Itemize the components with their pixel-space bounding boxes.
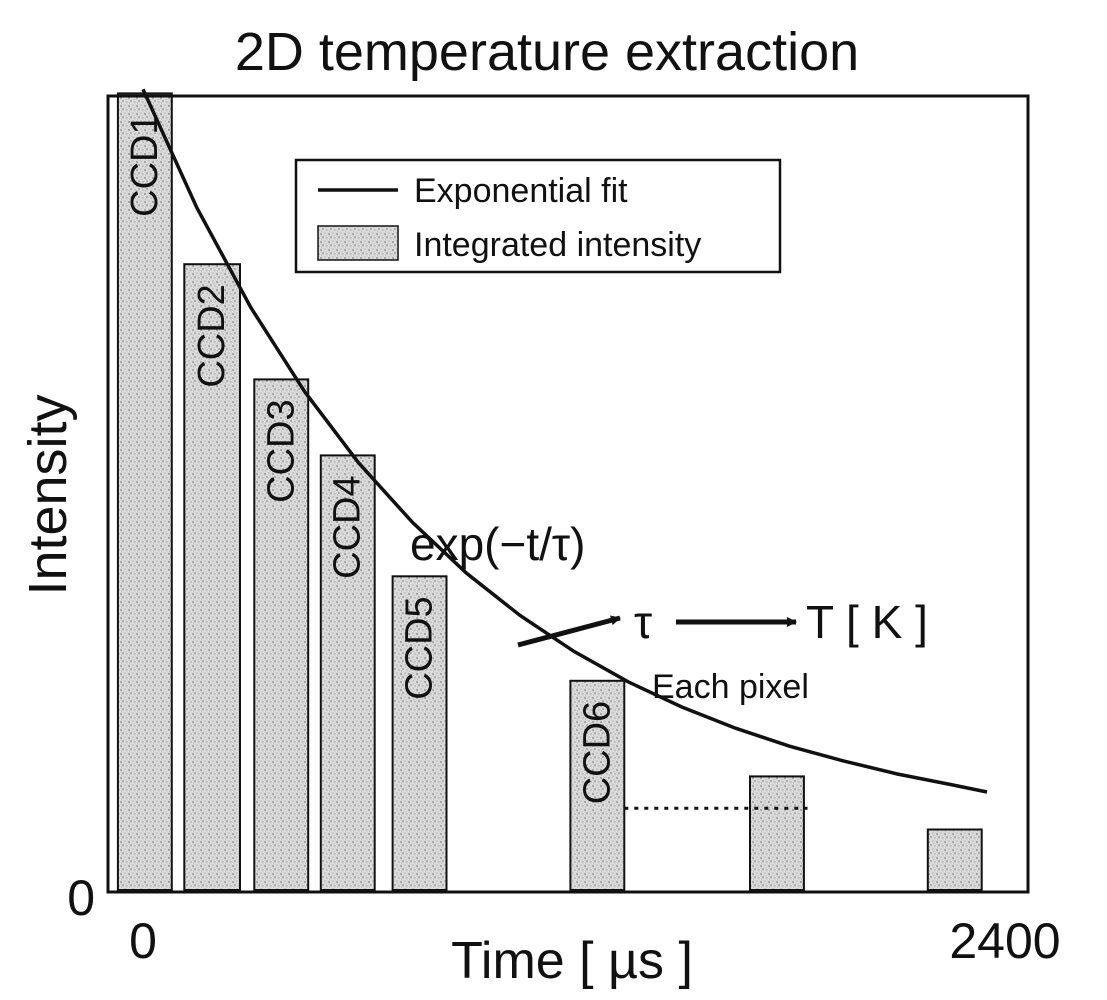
- formula-annotation: exp(−t/τ): [410, 518, 585, 570]
- bar-label-ccd4: CCD4: [327, 475, 369, 578]
- y-tick-label-0: 0: [67, 870, 95, 926]
- bar-ccd5: [391, 575, 448, 891]
- bar-unlabeled-2: [253, 378, 310, 891]
- each-pixel-label: Each pixel: [652, 668, 809, 706]
- bar-ccd6: [569, 679, 626, 891]
- x-tick-label-2400: 2400: [949, 913, 1060, 969]
- y-axis-label: Intensity: [18, 394, 78, 595]
- bar-label-ccd2: CCD2: [191, 284, 233, 387]
- bar-unlabeled-8: [926, 828, 983, 891]
- bar-label-ccd3: CCD3: [260, 399, 302, 502]
- bar-label-ccd1: CCD1: [124, 113, 166, 216]
- tau-symbol: τ: [634, 596, 652, 648]
- x-tick-label-0: 0: [129, 913, 157, 969]
- bar-label-ccd6: CCD6: [576, 701, 618, 804]
- bar-label-ccd5: CCD5: [399, 596, 441, 699]
- legend-bar-swatch: [317, 225, 399, 261]
- exponential-fit-line: [141, 88, 988, 794]
- legend: Exponential fit Integrated intensity: [294, 158, 782, 274]
- bar-unlabeled-7: [749, 775, 805, 892]
- bar-ccd4: [319, 454, 376, 891]
- bar-ccd2: [183, 263, 242, 891]
- arrow-to-tau: [517, 615, 621, 648]
- legend-label-bars: Integrated intensity: [414, 226, 701, 264]
- plot-frame: [106, 94, 1030, 894]
- temperature-label: T [ K ]: [806, 596, 928, 648]
- bar-ccd1: [116, 92, 173, 891]
- chart-title: 2D temperature extraction: [235, 22, 859, 82]
- x-axis-label: Time [ µs ]: [451, 932, 693, 990]
- bars-layer: CCD1 CCD2 CCD3 CCD4 CCD5 CCD6: [116, 92, 983, 892]
- legend-label-fit: Exponential fit: [414, 172, 628, 210]
